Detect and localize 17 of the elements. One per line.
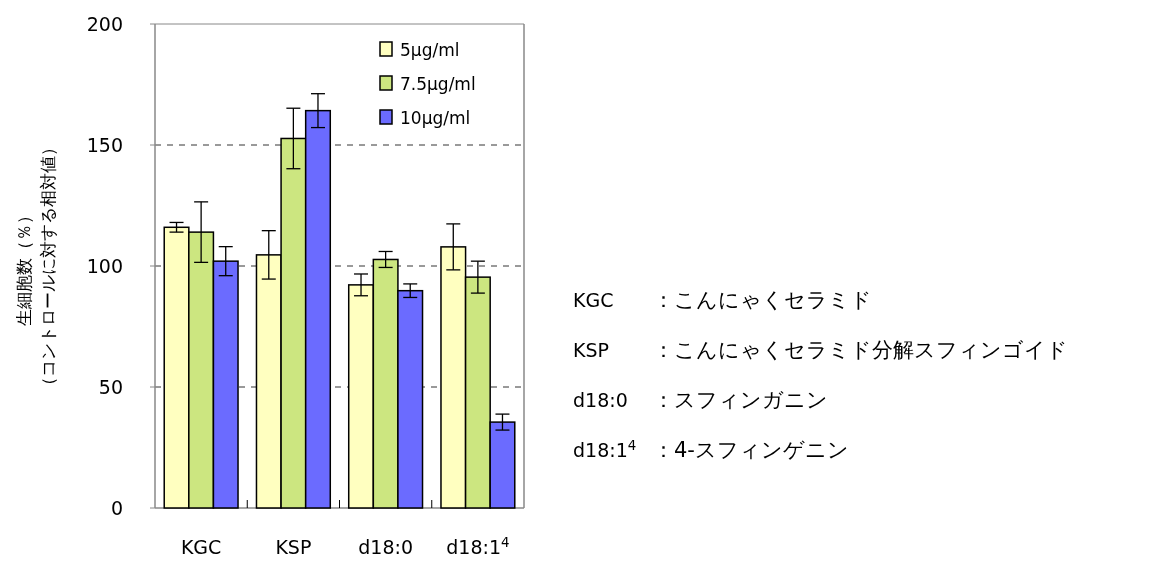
text: KSP：こんにゃくセラミド分解スフィンゴイド [573,338,1068,363]
legend-label: 10μg/ml [400,107,471,128]
y-tick-label: 200 [86,12,123,35]
x-tick-label: KSP [275,536,312,558]
text: KGC：こんにゃくセラミド [573,288,872,313]
y-axis-title: 生細胞数（％）（コントロールに対する相対値） [14,138,58,394]
text: d18:0：スフィンガニン [573,388,828,413]
legend-label: 5μg/ml [400,39,460,60]
y-tick-label: 0 [110,496,123,519]
x-tick-label: KGC [180,536,222,558]
x-tick-label: d18:0 [358,536,413,558]
text: d18:1$^{4}$：4-スフィンゲニン [573,437,849,463]
y-tick-label: 50 [98,375,123,398]
y-tick-label: 100 [86,254,123,277]
y-tick-label: 150 [86,133,123,156]
x-tick-label: d18:1$^{4}$ [446,534,510,558]
legend-label: 7.5μg/ml [400,73,476,94]
